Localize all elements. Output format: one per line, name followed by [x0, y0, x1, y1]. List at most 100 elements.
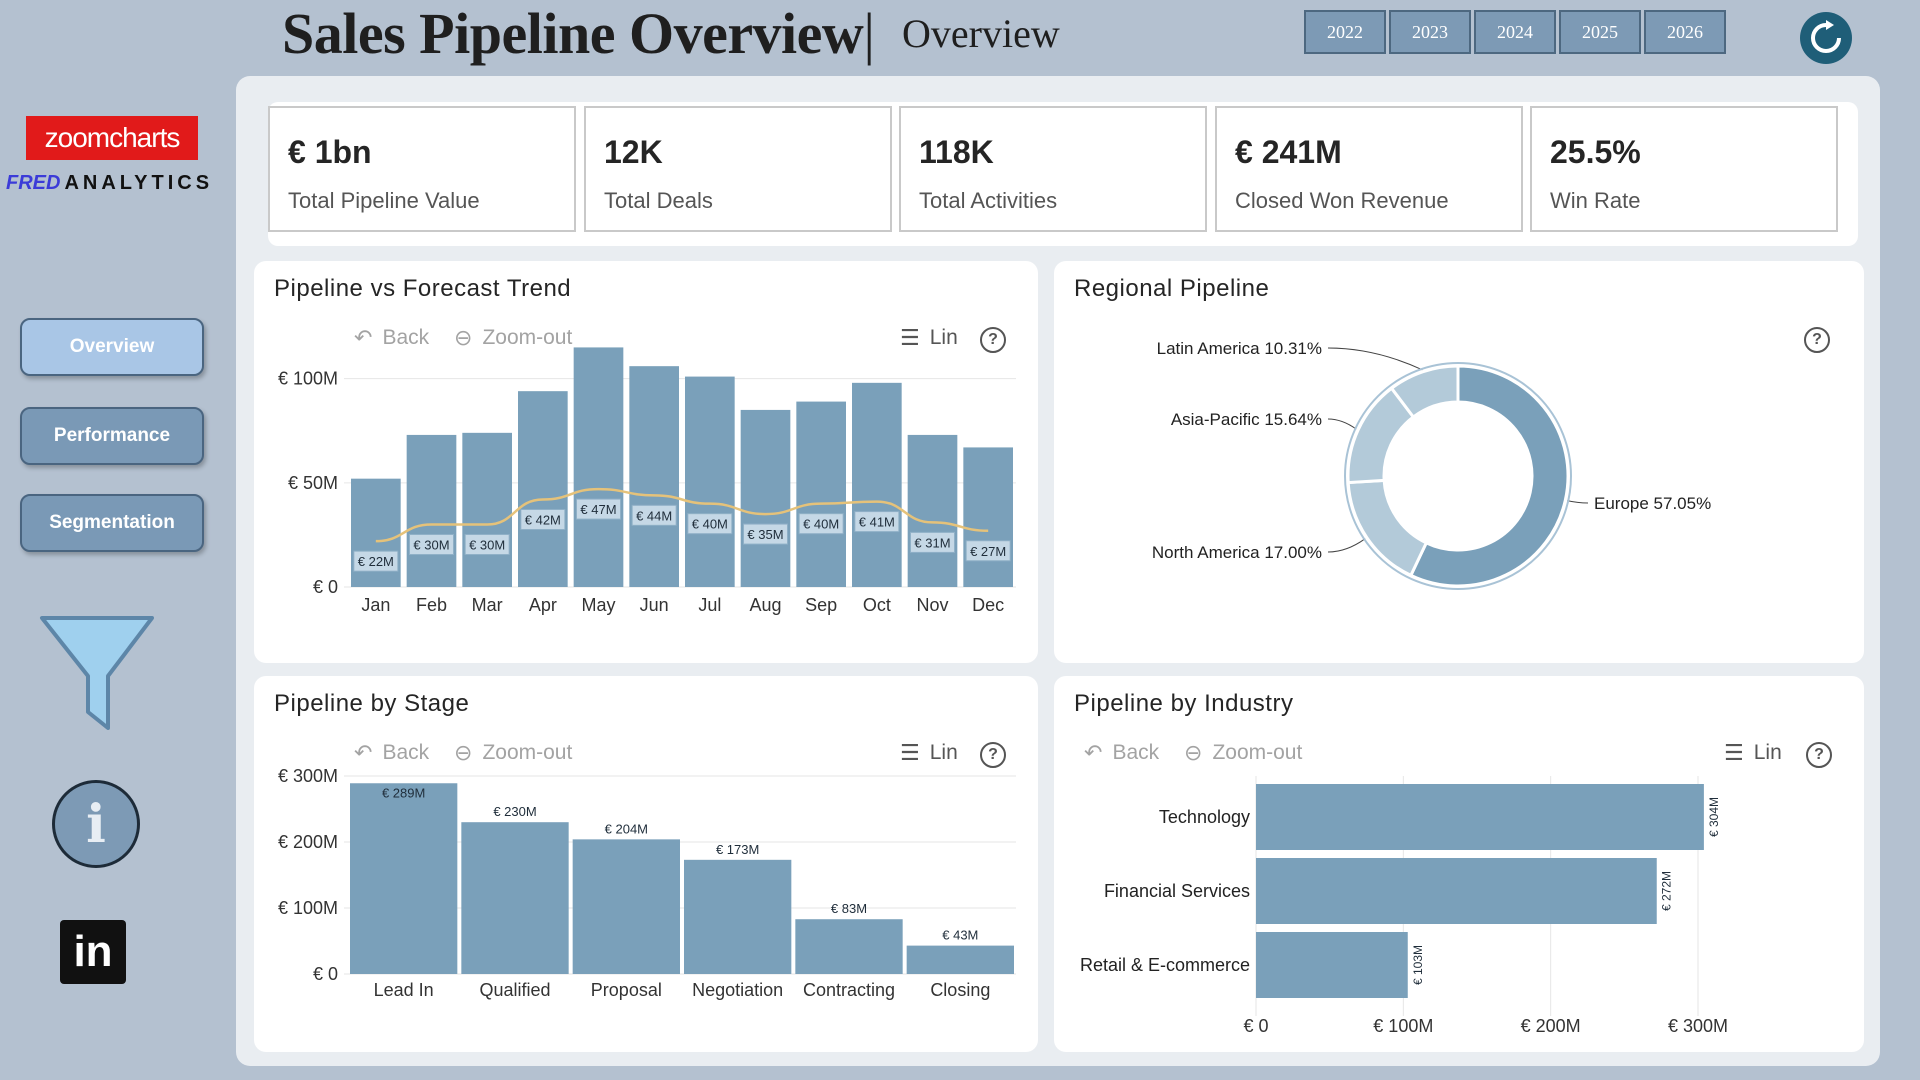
forecast-data-label: € 40M [803, 517, 839, 532]
chart-title: Regional Pipeline [1074, 275, 1270, 302]
list-icon: ☰ [900, 325, 920, 350]
lin-label: Lin [929, 741, 958, 764]
zoom-out-button[interactable]: ⊖ Zoom-out [454, 325, 572, 351]
x-tick-label: Aug [749, 595, 781, 615]
kpi-value: 25.5% [1550, 134, 1641, 170]
trend-bar [740, 409, 791, 587]
back-button[interactable]: ↶ Back [354, 325, 429, 351]
info-icon[interactable]: i [52, 780, 140, 868]
trend-bar [518, 391, 568, 587]
nav-overview-button[interactable]: Overview [20, 318, 204, 376]
donut-slice-label: Europe 57.05% [1594, 494, 1711, 513]
y-tick-label: € 0 [313, 577, 338, 597]
lin-toggle[interactable]: ☰ Lin [900, 325, 958, 351]
logo-fred-text: FRED [6, 172, 61, 194]
regional-donut-chart: Europe 57.05% North America 17.00% Asia-Pa… [1152, 339, 1711, 590]
back-arrow-icon: ↶ [354, 740, 373, 765]
donut-leader-line [1567, 500, 1589, 504]
lin-toggle[interactable]: ☰ Lin [1724, 740, 1782, 766]
trend-bar [963, 447, 1013, 587]
back-label: Back [382, 741, 430, 764]
kpi-card: € 1bn Total Pipeline Value [268, 106, 576, 232]
stage-chart: € 0 € 100M € 200M € 300M € 289M Lead In € 230M… [278, 766, 1016, 1000]
y-tick-label: € 0 [313, 964, 338, 984]
year-button-2025[interactable]: 2025 [1559, 10, 1641, 54]
back-arrow-icon: ↶ [1084, 740, 1103, 765]
y-tick-label: € 100M [278, 898, 338, 918]
trend-chart-card: Pipeline vs Forecast Trend ↶ Back ⊖ Zoom-o… [254, 261, 1038, 663]
forecast-data-label: € 30M [413, 538, 449, 553]
linkedin-icon[interactable]: in [60, 920, 126, 984]
filter-funnel-icon[interactable] [38, 612, 158, 737]
x-tick-label: € 0 [1243, 1016, 1268, 1036]
trend-bar [852, 382, 902, 587]
y-tick-label: € 100M [278, 369, 338, 389]
zoom-out-label: Zoom-out [482, 326, 573, 349]
year-button-2024[interactable]: 2024 [1474, 10, 1556, 54]
donut-leader-line [1327, 538, 1366, 553]
chart-title: Pipeline by Industry [1074, 690, 1294, 717]
x-tick-label: Nov [916, 595, 948, 615]
help-icon[interactable]: ? [980, 742, 1006, 768]
trend-bar [796, 401, 846, 587]
x-tick-label: Feb [416, 595, 447, 615]
x-tick-label: Contracting [803, 980, 895, 1000]
stage-data-label: € 230M [493, 804, 536, 819]
forecast-label-box [687, 513, 733, 535]
x-tick-label: Jul [698, 595, 721, 615]
x-tick-label: Dec [972, 595, 1004, 615]
back-button[interactable]: ↶ Back [354, 740, 429, 766]
year-button-2023[interactable]: 2023 [1389, 10, 1471, 54]
zoom-out-icon: ⊖ [454, 325, 473, 350]
page-title: Sales Pipeline Overview| [282, 0, 875, 67]
industry-chart-card: Pipeline by Industry ↶ Back ⊖ Zoom-out ☰ Li… [1054, 676, 1864, 1052]
stage-data-label: € 204M [605, 821, 648, 836]
x-tick-label: Jun [640, 595, 669, 615]
fred-analytics-logo: FRED ANALYTICS [6, 172, 224, 195]
industry-chart: € 0 € 100M € 200M € 300M Technology € 304M Fin… [1080, 776, 1728, 1036]
y-tick-label: Retail & E-commerce [1080, 955, 1250, 975]
help-icon[interactable]: ? [980, 327, 1006, 353]
forecast-label-box [854, 511, 900, 533]
x-tick-label: Negotiation [692, 980, 783, 1000]
y-tick-label: Financial Services [1104, 881, 1250, 901]
forecast-label-box [520, 509, 566, 530]
nav-segmentation-button[interactable]: Segmentation [20, 494, 204, 552]
forecast-data-label: € 27M [970, 544, 1006, 559]
zoomcharts-logo: zoomcharts [26, 116, 198, 160]
stage-chart-card: Pipeline by Stage ↶ Back ⊖ Zoom-out ☰ Lin ?… [254, 676, 1038, 1052]
trend-bar [685, 376, 735, 587]
x-tick-label: Jan [361, 595, 390, 615]
donut-slice-label: Asia-Pacific 15.64% [1171, 410, 1322, 429]
kpi-label: Closed Won Revenue [1235, 188, 1449, 213]
y-tick-label: Technology [1159, 807, 1250, 827]
nav-performance-button[interactable]: Performance [20, 407, 204, 465]
forecast-data-label: € 40M [692, 517, 728, 532]
kpi-value: € 1bn [288, 134, 372, 170]
x-tick-label: € 200M [1521, 1016, 1581, 1036]
year-button-2026[interactable]: 2026 [1644, 10, 1726, 54]
forecast-label-box [910, 531, 955, 553]
forecast-data-label: € 30M [469, 538, 505, 553]
help-icon[interactable]: ? [1804, 327, 1830, 353]
back-button[interactable]: ↶ Back [1084, 740, 1159, 766]
industry-data-label: € 304M [1707, 797, 1721, 837]
stage-bar [572, 839, 680, 974]
donut-leader-line [1327, 418, 1357, 430]
title-separator: | [863, 1, 875, 66]
page-subtitle: Overview [902, 11, 1060, 56]
zoom-out-button[interactable]: ⊖ Zoom-out [1184, 740, 1302, 766]
forecast-data-label: € 31M [914, 535, 950, 550]
trend-bar [406, 434, 457, 587]
zoom-out-button[interactable]: ⊖ Zoom-out [454, 740, 572, 766]
forecast-data-label: € 41M [859, 515, 895, 530]
forecast-label-box [464, 534, 510, 555]
refresh-icon[interactable] [1800, 12, 1852, 64]
x-tick-label: Lead In [374, 980, 434, 1000]
forecast-data-label: € 44M [636, 508, 672, 523]
zoom-out-label: Zoom-out [482, 741, 573, 764]
list-icon: ☰ [1724, 740, 1744, 765]
lin-toggle[interactable]: ☰ Lin [900, 740, 958, 766]
year-button-2022[interactable]: 2022 [1304, 10, 1386, 54]
help-icon[interactable]: ? [1806, 742, 1832, 768]
